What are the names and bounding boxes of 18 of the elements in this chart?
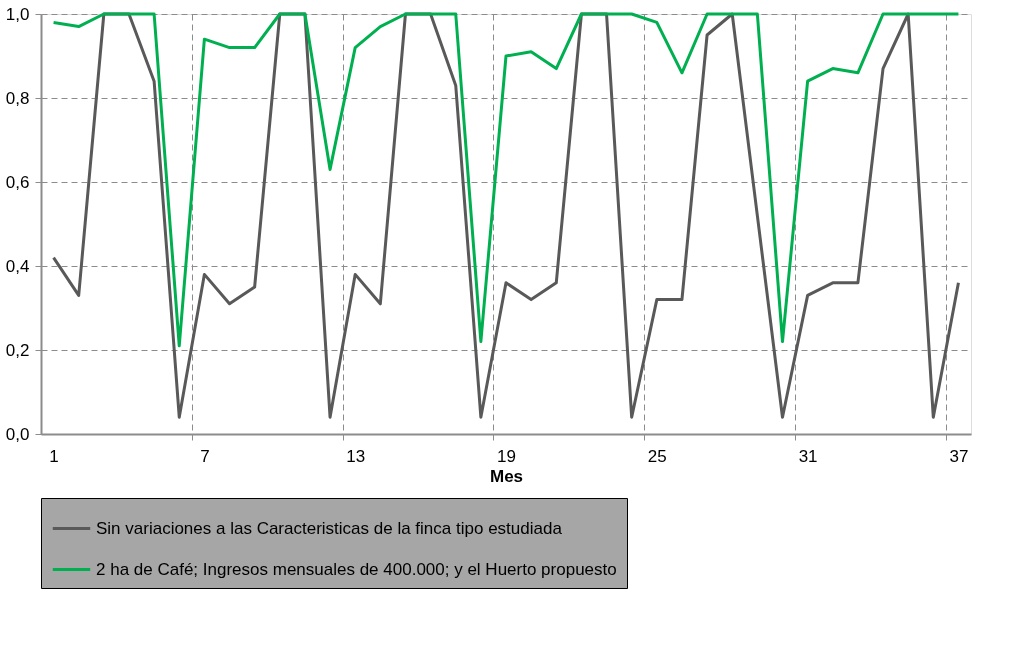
y-tick-label: 0,2	[5, 340, 30, 360]
x-tick-label: 13	[346, 446, 366, 466]
line-series	[52, 12, 960, 348]
legend-label: Sin variaciones a las Caracteristicas de la finca tipo estudiada	[96, 518, 563, 538]
y-tick-label: 0,6	[5, 172, 30, 192]
x-axis-title: Mes	[489, 466, 524, 486]
x-tick-label: 37	[949, 446, 969, 466]
x-tick-label: 7	[200, 446, 210, 466]
x-tick-label: 1	[49, 446, 59, 466]
legend-label: 2 ha de Café; Ingresos mensuales de 400.000; y el Huerto propuesto	[96, 559, 617, 579]
line-series	[52, 12, 960, 419]
y-tick-label: 0,4	[5, 256, 30, 276]
x-tick-label: 25	[647, 446, 667, 466]
y-tick-label: 0,8	[5, 88, 30, 108]
x-tick-label: 19	[497, 446, 516, 466]
x-tick-label: 31	[798, 446, 818, 466]
y-tick-label: 0,0	[5, 424, 30, 444]
y-tick-label: 1,0	[5, 4, 30, 24]
